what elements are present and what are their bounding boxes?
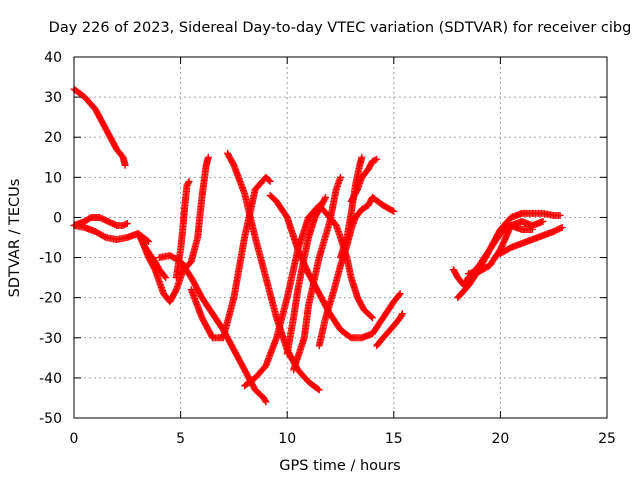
chart-title: Day 226 of 2023, Sidereal Day-to-day VTE… (49, 20, 632, 36)
data-point (185, 177, 193, 185)
data-point (556, 211, 564, 219)
data-point (539, 217, 547, 225)
data-point (367, 313, 375, 321)
data-point (388, 207, 396, 215)
data-point (398, 310, 406, 318)
series-arc-17 (347, 155, 381, 205)
data-point (261, 397, 269, 405)
series-arc-8 (177, 153, 212, 278)
x-tick-label: 5 (176, 431, 185, 447)
series-arc-14 (290, 173, 344, 374)
x-tick-label: 10 (278, 431, 296, 447)
data-point (143, 237, 151, 245)
data-point (121, 161, 129, 169)
data-point (123, 219, 131, 227)
data-point (557, 224, 565, 232)
series-arc-6 (155, 252, 270, 406)
x-tick-label: 20 (491, 431, 509, 447)
y-axis-label: SDTVAR / TECUs (7, 179, 23, 298)
data-point (262, 398, 270, 406)
data-point (184, 179, 192, 187)
series-arc-18 (373, 310, 406, 350)
series-arc-7 (172, 177, 193, 282)
series-arc-21 (464, 221, 536, 278)
data-point (266, 177, 274, 185)
data-point (396, 290, 404, 298)
data-point (315, 386, 323, 394)
data-point (111, 221, 119, 229)
data-point (337, 173, 344, 181)
y-tick-label: 30 (44, 90, 62, 106)
data-point (145, 238, 153, 246)
series-arc-1 (70, 85, 129, 169)
y-tick-label: -30 (39, 331, 62, 347)
data-point (204, 153, 212, 161)
plot-frame (73, 56, 608, 419)
data-point (373, 155, 381, 163)
y-tick-label: 10 (44, 170, 62, 186)
data-point (314, 385, 322, 393)
y-tick-label: 20 (44, 130, 62, 146)
data-point (265, 176, 273, 184)
data-point (558, 223, 566, 231)
series-arc-9 (187, 173, 274, 342)
y-tick-label: 0 (53, 210, 62, 226)
y-tick-label: -10 (39, 251, 62, 267)
data-point (358, 153, 366, 161)
y-tick-label: -50 (39, 411, 62, 427)
data-point (371, 156, 379, 164)
data-point (162, 274, 170, 282)
series-arc-20 (454, 209, 564, 302)
x-tick-label: 15 (385, 431, 403, 447)
series-arc-13 (283, 193, 330, 358)
data-point (321, 195, 329, 203)
tick-labels: 0 5 10 15 20 25 -50 -40 -30 -20 -10 0 10 20 30 40 (39, 50, 616, 447)
data-point (122, 220, 130, 228)
x-tick-label: 0 (70, 431, 79, 447)
series-arc-5 (138, 238, 189, 306)
data-point (322, 193, 330, 201)
y-tick-label: -20 (39, 291, 62, 307)
data-point (528, 225, 536, 233)
x-axis-label: GPS time / hours (279, 458, 400, 474)
data-points (70, 85, 566, 406)
y-tick-label: -40 (39, 371, 62, 387)
data-point (390, 207, 398, 215)
y-tick-label: 40 (44, 50, 62, 66)
data-point (368, 314, 376, 322)
data-point (395, 291, 403, 299)
data-point (398, 311, 406, 319)
axis-ticks (73, 56, 608, 419)
series-arc-22 (496, 223, 566, 258)
x-tick-label: 25 (598, 431, 616, 447)
data-point (161, 272, 169, 280)
